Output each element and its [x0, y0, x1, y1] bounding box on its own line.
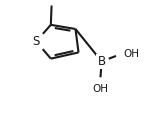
Text: OH: OH: [123, 49, 139, 59]
Text: S: S: [32, 35, 40, 48]
Text: OH: OH: [92, 84, 108, 94]
Text: B: B: [98, 55, 106, 68]
